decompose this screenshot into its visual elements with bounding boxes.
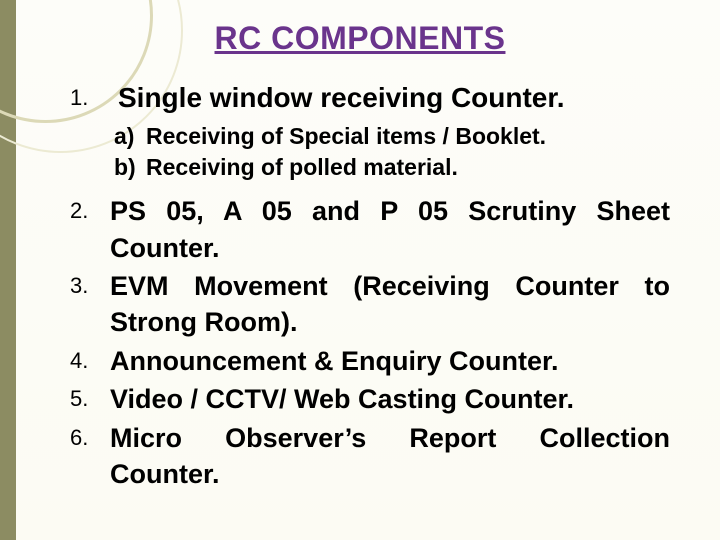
list-number: 1. — [70, 80, 118, 115]
sublist-text: Receiving of Special items / Booklet. — [146, 121, 546, 152]
list-item: 2. PS 05, A 05 and P 05 Scrutiny Sheet C… — [70, 193, 670, 266]
list-text: Video / CCTV/ Web Casting Counter. — [110, 381, 670, 417]
slide-body: 1. Single window receiving Counter. a) R… — [70, 80, 670, 495]
sublist-item: a) Receiving of Special items / Booklet. — [114, 121, 670, 152]
sublist-number: b) — [114, 152, 146, 183]
slide: RC COMPONENTS 1. Single window receiving… — [0, 0, 720, 540]
list-item: 6. Micro Observer’s Report Collection Co… — [70, 420, 670, 493]
list-item: 3. EVM Movement (Receiving Counter to St… — [70, 268, 670, 341]
sublist-item: b) Receiving of polled material. — [114, 152, 670, 183]
sublist-text: Receiving of polled material. — [146, 152, 458, 183]
sublist: a) Receiving of Special items / Booklet.… — [114, 121, 670, 183]
list-text: Announcement & Enquiry Counter. — [110, 343, 670, 379]
list-item-1: 1. Single window receiving Counter. — [70, 80, 670, 115]
list-item: 5. Video / CCTV/ Web Casting Counter. — [70, 381, 670, 417]
sublist-number: a) — [114, 121, 146, 152]
list-text: Micro Observer’s Report Collection Count… — [110, 420, 670, 493]
slide-title: RC COMPONENTS — [0, 20, 720, 57]
list-text: EVM Movement (Receiving Counter to Stron… — [110, 268, 670, 341]
list-text: PS 05, A 05 and P 05 Scrutiny Sheet Coun… — [110, 193, 670, 266]
list-text: Single window receiving Counter. — [118, 80, 670, 115]
list-number: 5. — [70, 381, 110, 417]
list-item: 4. Announcement & Enquiry Counter. — [70, 343, 670, 379]
list-number: 6. — [70, 420, 110, 493]
list-number: 2. — [70, 193, 110, 266]
list-number: 3. — [70, 268, 110, 341]
list-number: 4. — [70, 343, 110, 379]
